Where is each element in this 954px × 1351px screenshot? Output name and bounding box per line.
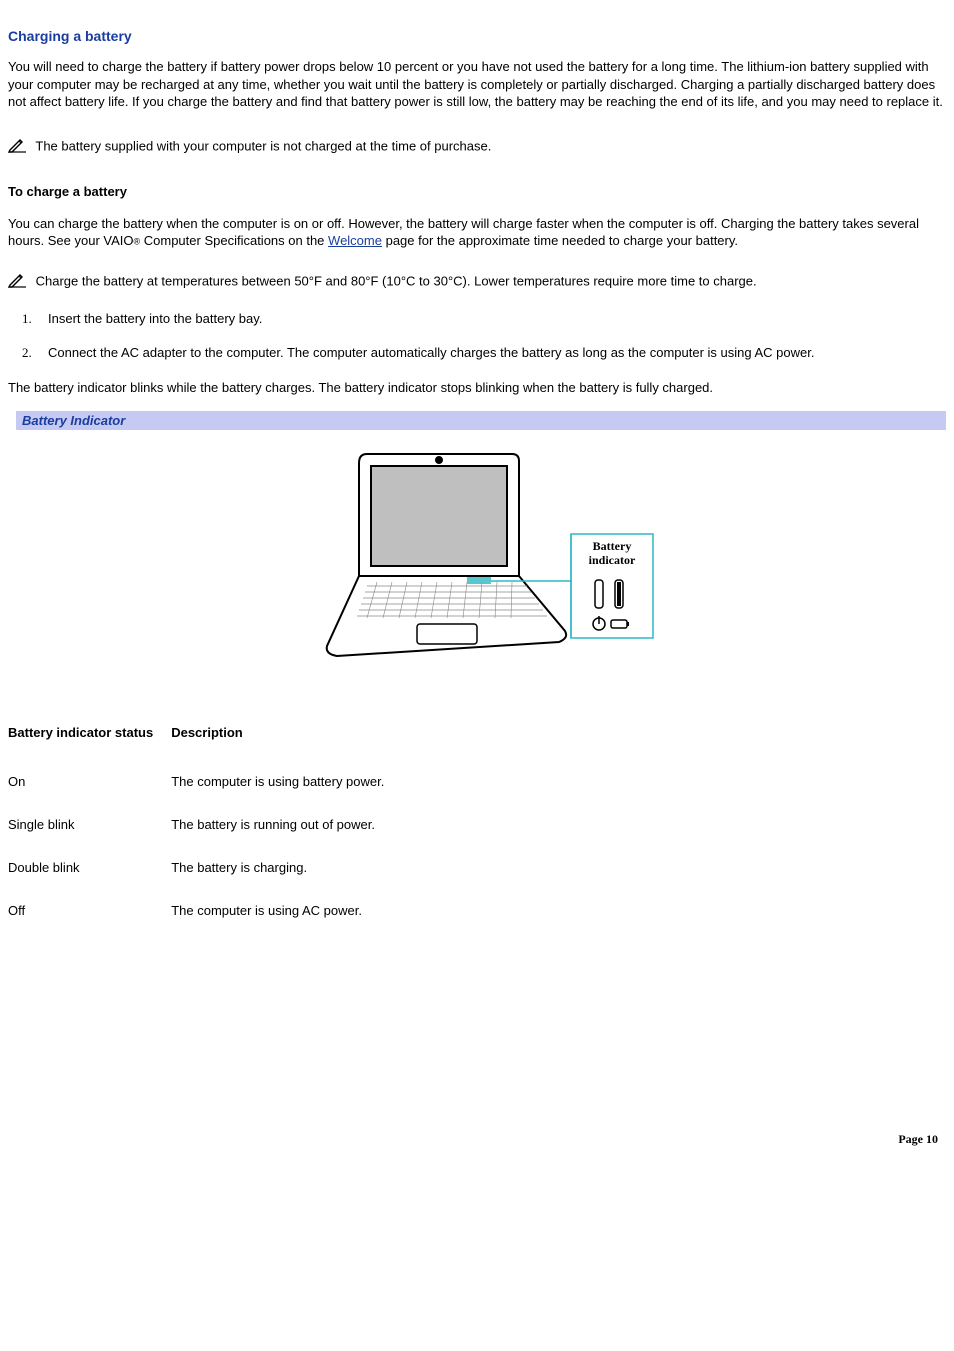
cell-desc: The battery is charging.	[171, 846, 402, 889]
intro-paragraph: You will need to charge the battery if b…	[8, 58, 946, 111]
page-number: Page 10	[898, 1132, 938, 1147]
para2-part-b: Computer Specifications on the	[140, 233, 328, 248]
paragraph-2: You can charge the battery when the comp…	[8, 215, 946, 250]
step-num-2: 2.	[22, 344, 32, 362]
step-2-text: Connect the AC adapter to the computer. …	[48, 345, 814, 360]
subheading-1: To charge a battery	[8, 183, 946, 201]
note-1-text: The battery supplied with your computer …	[35, 138, 491, 153]
table-row: Off The computer is using AC power.	[8, 889, 402, 932]
figure-battery-indicator: Battery indicator	[8, 436, 946, 689]
table-header-status: Battery indicator status	[8, 719, 171, 760]
welcome-link[interactable]: Welcome	[328, 233, 382, 248]
note-2-text: Charge the battery at temperatures betwe…	[36, 274, 757, 289]
table-row: Double blink The battery is charging.	[8, 846, 402, 889]
table-row: Single blink The battery is running out …	[8, 803, 402, 846]
step-num-1: 1.	[22, 310, 32, 328]
note-2: Charge the battery at temperatures betwe…	[8, 272, 946, 293]
callout-label-2: indicator	[589, 553, 636, 567]
pencil-note-icon	[8, 272, 28, 293]
laptop-diagram: Battery indicator	[297, 436, 657, 686]
paragraph-3: The battery indicator blinks while the b…	[8, 379, 946, 397]
cell-status: On	[8, 760, 171, 803]
status-table: Battery indicator status Description On …	[8, 719, 402, 932]
cell-status: Double blink	[8, 846, 171, 889]
step-1: 1.Insert the battery into the battery ba…	[48, 310, 946, 328]
cell-status: Single blink	[8, 803, 171, 846]
step-2: 2.Connect the AC adapter to the computer…	[48, 344, 946, 362]
callout-label-1: Battery	[593, 539, 632, 553]
cell-status: Off	[8, 889, 171, 932]
para2-part-c: page for the approximate time needed to …	[382, 233, 738, 248]
table-row: On The computer is using battery power.	[8, 760, 402, 803]
steps-list: 1. Insert the battery into the battery ba…	[8, 310, 946, 361]
pencil-note-icon	[8, 137, 28, 158]
section-heading: Charging a battery	[8, 28, 946, 44]
figure-caption: Battery Indicator	[16, 411, 946, 430]
step-1-text: Insert the battery into the battery bay.	[48, 311, 262, 326]
cell-desc: The battery is running out of power.	[171, 803, 402, 846]
cell-desc: The computer is using AC power.	[171, 889, 402, 932]
table-header-desc: Description	[171, 719, 402, 760]
note-1: The battery supplied with your computer …	[8, 137, 946, 158]
cell-desc: The computer is using battery power.	[171, 760, 402, 803]
